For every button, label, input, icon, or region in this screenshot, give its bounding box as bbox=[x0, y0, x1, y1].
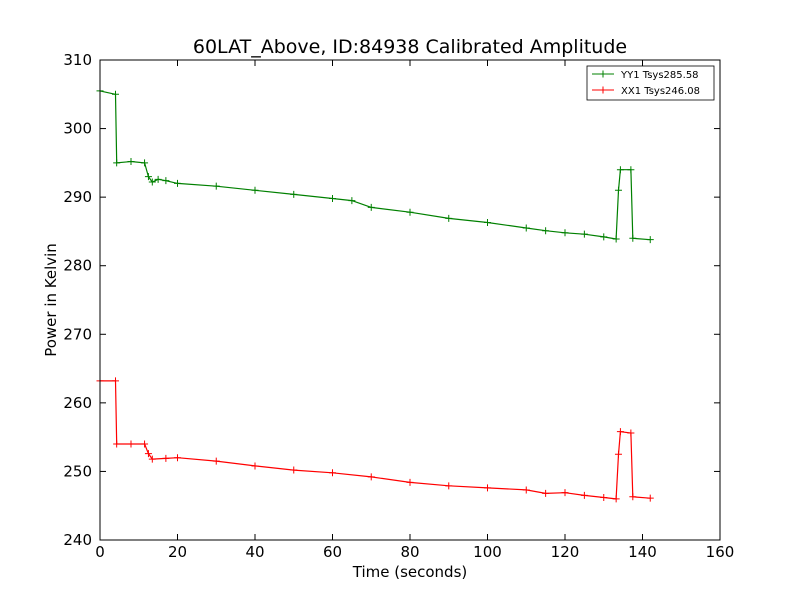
tick-layer: 0 20 40 60 80 100 120 140 160 240 250 260 270 280 290 3… bbox=[63, 51, 734, 561]
data-point bbox=[113, 159, 121, 167]
series-line bbox=[99, 90, 651, 241]
x-tick-label: 140 bbox=[628, 543, 657, 561]
data-point bbox=[367, 203, 375, 211]
data-point bbox=[580, 230, 588, 238]
data-point bbox=[616, 166, 624, 174]
data-point bbox=[612, 495, 620, 503]
y-tick-label: 260 bbox=[63, 394, 92, 412]
data-point bbox=[290, 466, 298, 474]
data-point bbox=[127, 157, 135, 165]
data-point bbox=[542, 227, 550, 235]
data-point bbox=[290, 190, 298, 198]
data-point bbox=[614, 186, 622, 194]
data-point bbox=[629, 234, 637, 242]
data-point bbox=[522, 486, 530, 494]
series-yy1 bbox=[96, 87, 654, 244]
x-tick-label: 40 bbox=[245, 543, 264, 561]
data-point bbox=[614, 450, 622, 458]
data-point bbox=[367, 473, 375, 481]
data-point bbox=[646, 494, 654, 502]
data-point bbox=[542, 489, 550, 497]
legend-entry-xx1: XX1 Tsys246.08 bbox=[592, 86, 700, 97]
data-point bbox=[522, 224, 530, 232]
data-point bbox=[627, 166, 635, 174]
data-point bbox=[612, 235, 620, 243]
x-axis-label: Time (seconds) bbox=[352, 563, 468, 581]
y-tick-label: 270 bbox=[63, 325, 92, 343]
legend-marker bbox=[599, 70, 607, 78]
data-point bbox=[580, 491, 588, 499]
data-point bbox=[144, 173, 152, 181]
data-point bbox=[251, 462, 259, 470]
data-point bbox=[251, 186, 259, 194]
data-point bbox=[561, 229, 569, 237]
y-tick-label: 250 bbox=[63, 462, 92, 480]
legend-box bbox=[586, 65, 715, 101]
data-point bbox=[212, 457, 220, 465]
data-point bbox=[629, 493, 637, 501]
y-tick-label: 310 bbox=[63, 51, 92, 69]
chart-title: 60LAT_Above, ID:84938 Calibrated Amplitu… bbox=[193, 36, 627, 58]
data-point bbox=[112, 377, 119, 385]
x-tick-label: 60 bbox=[323, 543, 342, 561]
data-point bbox=[406, 478, 414, 486]
data-point bbox=[174, 454, 181, 462]
series-layer bbox=[96, 87, 654, 503]
y-tick-label: 240 bbox=[63, 531, 92, 549]
data-point bbox=[646, 236, 654, 244]
data-point bbox=[329, 195, 336, 203]
data-point bbox=[348, 197, 356, 205]
legend-marker bbox=[599, 86, 607, 94]
x-tick-label: 120 bbox=[551, 543, 580, 561]
data-point bbox=[144, 450, 152, 458]
data-point bbox=[406, 208, 414, 216]
data-point bbox=[600, 233, 608, 241]
legend-label-xx1: XX1 Tsys246.08 bbox=[621, 86, 700, 97]
data-point bbox=[113, 440, 121, 448]
data-point bbox=[600, 493, 608, 501]
data-point bbox=[627, 429, 635, 437]
data-point bbox=[162, 454, 170, 462]
data-point bbox=[445, 482, 453, 490]
x-tick-label: 0 bbox=[95, 543, 105, 561]
y-tick-label: 280 bbox=[63, 257, 92, 275]
y-axis-label: Power in Kelvin bbox=[42, 243, 60, 357]
series-xx1 bbox=[96, 377, 654, 503]
data-point bbox=[616, 428, 624, 436]
data-point bbox=[484, 219, 491, 227]
y-tick-label: 290 bbox=[63, 188, 92, 206]
x-tick-label: 100 bbox=[473, 543, 502, 561]
y-tick-label: 300 bbox=[63, 120, 92, 138]
data-point bbox=[484, 484, 491, 492]
plot-area: 0 20 40 60 80 100 120 140 160 240 250 260 270 280 290 3… bbox=[63, 51, 734, 561]
data-point bbox=[445, 214, 453, 222]
data-point bbox=[112, 90, 119, 98]
data-point bbox=[561, 489, 569, 497]
x-tick-label: 80 bbox=[400, 543, 419, 561]
data-point bbox=[212, 182, 220, 190]
x-tick-label: 160 bbox=[706, 543, 735, 561]
legend-label-yy1: YY1 Tsys285.58 bbox=[620, 70, 699, 81]
data-point bbox=[141, 159, 149, 167]
legend-entry-yy1: YY1 Tsys285.58 bbox=[592, 70, 699, 81]
series-line bbox=[100, 380, 651, 500]
x-tick-label: 20 bbox=[168, 543, 187, 561]
data-point bbox=[148, 178, 156, 186]
data-point bbox=[329, 469, 336, 477]
legend: YY1 Tsys285.58 XX1 Tsys246.08 bbox=[586, 65, 715, 101]
data-point bbox=[141, 440, 149, 448]
data-point bbox=[162, 177, 170, 185]
data-point bbox=[154, 175, 162, 183]
data-point bbox=[127, 440, 135, 448]
data-point bbox=[148, 455, 156, 463]
data-point bbox=[174, 179, 181, 187]
